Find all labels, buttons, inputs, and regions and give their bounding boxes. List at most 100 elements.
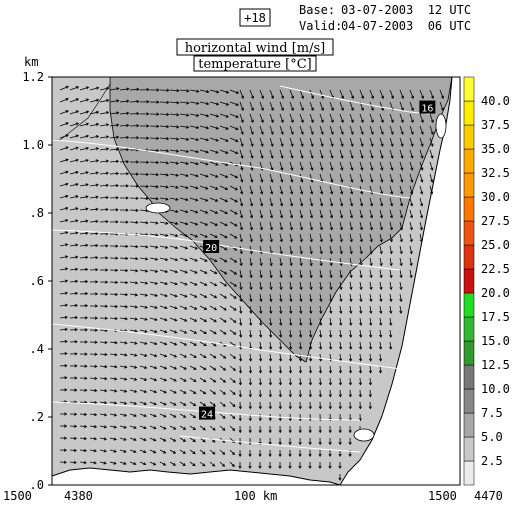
wind-arrow-head: [154, 317, 158, 322]
wind-arrow: [259, 305, 262, 314]
wind-arrow: [109, 305, 118, 308]
wind-arrow-head: [215, 150, 219, 154]
wind-arrow: [289, 209, 293, 218]
wind-arrow-head: [215, 186, 219, 190]
wind-arrow-head: [308, 394, 312, 398]
wind-arrow-head: [359, 322, 363, 326]
wind-arrow: [169, 437, 176, 442]
wind-arrow: [189, 125, 199, 129]
wind-arrow-head: [203, 355, 207, 358]
wind-arrow-head: [193, 354, 197, 358]
wind-arrow: [289, 329, 292, 338]
wind-arrow-head: [176, 137, 180, 141]
wind-arrow-head: [193, 379, 197, 382]
wind-arrow: [239, 377, 241, 385]
wind-arrow-head: [369, 263, 373, 267]
wind-arrow-head: [93, 461, 97, 465]
wind-arrow: [329, 89, 334, 99]
wind-arrow: [199, 125, 209, 129]
wind-arrow-head: [183, 330, 188, 334]
wind-arrow-head: [153, 402, 157, 406]
wind-arrow: [239, 101, 244, 111]
wind-arrow-head: [419, 215, 424, 219]
wind-arrow-head: [359, 298, 363, 303]
wind-arrow-head: [240, 191, 244, 195]
wind-arrow-head: [96, 98, 100, 102]
wind-arrow-head: [238, 382, 243, 386]
wind-arrow-head: [222, 379, 226, 383]
wind-arrow: [229, 149, 238, 154]
wind-arrow: [169, 185, 179, 189]
wind-arrow: [179, 377, 187, 382]
wind-arrow-head: [105, 244, 109, 248]
wind-arrow-head: [319, 227, 324, 231]
wind-arrow-head: [319, 251, 323, 255]
wind-arrow-head: [192, 463, 196, 467]
wind-arrow: [339, 197, 343, 206]
wind-arrow-head: [73, 460, 77, 465]
wind-arrow: [269, 353, 272, 361]
wind-arrow-head: [202, 463, 206, 467]
wind-arrow: [359, 353, 362, 361]
wind-arrow-head: [125, 208, 129, 212]
wind-arrow: [189, 221, 198, 225]
wind-arrow: [269, 113, 274, 123]
wind-arrow-head: [420, 119, 424, 123]
wind-arrow-head: [259, 239, 263, 243]
wind-arrow: [269, 197, 273, 206]
y-axis-ticks: .0.2.4.6.81.01.2: [22, 70, 52, 492]
wind-arrow-head: [134, 281, 139, 285]
wind-arrow-head: [124, 353, 128, 357]
wind-arrow-head: [390, 143, 394, 147]
wind-arrow-head: [165, 197, 169, 201]
wind-arrow: [259, 101, 264, 111]
wind-arrow: [219, 173, 228, 178]
wind-arrow: [249, 305, 252, 314]
wind-arrow: [319, 173, 323, 183]
wind-arrow-head: [93, 425, 98, 429]
wind-arrow: [259, 221, 263, 230]
wind-arrow-head: [328, 346, 333, 350]
colorbar-label: 2.5: [481, 454, 503, 468]
wind-title-box: [176, 38, 334, 56]
wind-arrow: [59, 110, 69, 115]
wind-arrow-head: [320, 107, 324, 111]
wind-arrow-head: [278, 394, 282, 398]
wind-arrow: [299, 245, 303, 254]
wind-arrow: [199, 89, 209, 93]
wind-arrow: [389, 341, 392, 350]
colorbar-label: 30.0: [481, 190, 510, 204]
wind-arrow-head: [298, 418, 302, 422]
wind-arrow-head: [339, 251, 343, 255]
wind-arrow: [99, 136, 109, 139]
wind-arrow: [349, 269, 352, 278]
wind-arrow: [219, 353, 226, 359]
wind-arrow-head: [212, 463, 216, 467]
wind-arrow: [189, 137, 199, 141]
wind-arrow: [379, 293, 382, 302]
wind-arrow: [249, 209, 253, 218]
wind-arrow-head: [173, 438, 177, 442]
wind-arrow-head: [319, 274, 323, 279]
wind-arrow: [429, 125, 434, 135]
wind-arrow-head: [349, 274, 353, 279]
wind-arrow: [249, 293, 252, 302]
wind-arrow-head: [144, 341, 148, 345]
wind-arrow-head: [164, 318, 168, 322]
wind-arrow-head: [153, 390, 157, 394]
wind-arrow: [249, 257, 252, 266]
wind-arrow-head: [369, 298, 373, 303]
wind-arrow: [299, 329, 302, 338]
wind-arrow: [69, 256, 78, 259]
wind-arrow: [319, 245, 323, 254]
wind-arrow-head: [94, 316, 99, 320]
wind-arrow-head: [359, 251, 363, 255]
wind-arrow: [69, 195, 78, 199]
wind-arrow: [339, 293, 342, 302]
wind-arrow-head: [319, 310, 323, 314]
wind-arrow-head: [116, 99, 120, 103]
wind-arrow: [359, 89, 364, 99]
wind-arrow-head: [165, 185, 169, 189]
wind-arrow-head: [123, 425, 127, 429]
wind-arrow: [319, 293, 322, 302]
